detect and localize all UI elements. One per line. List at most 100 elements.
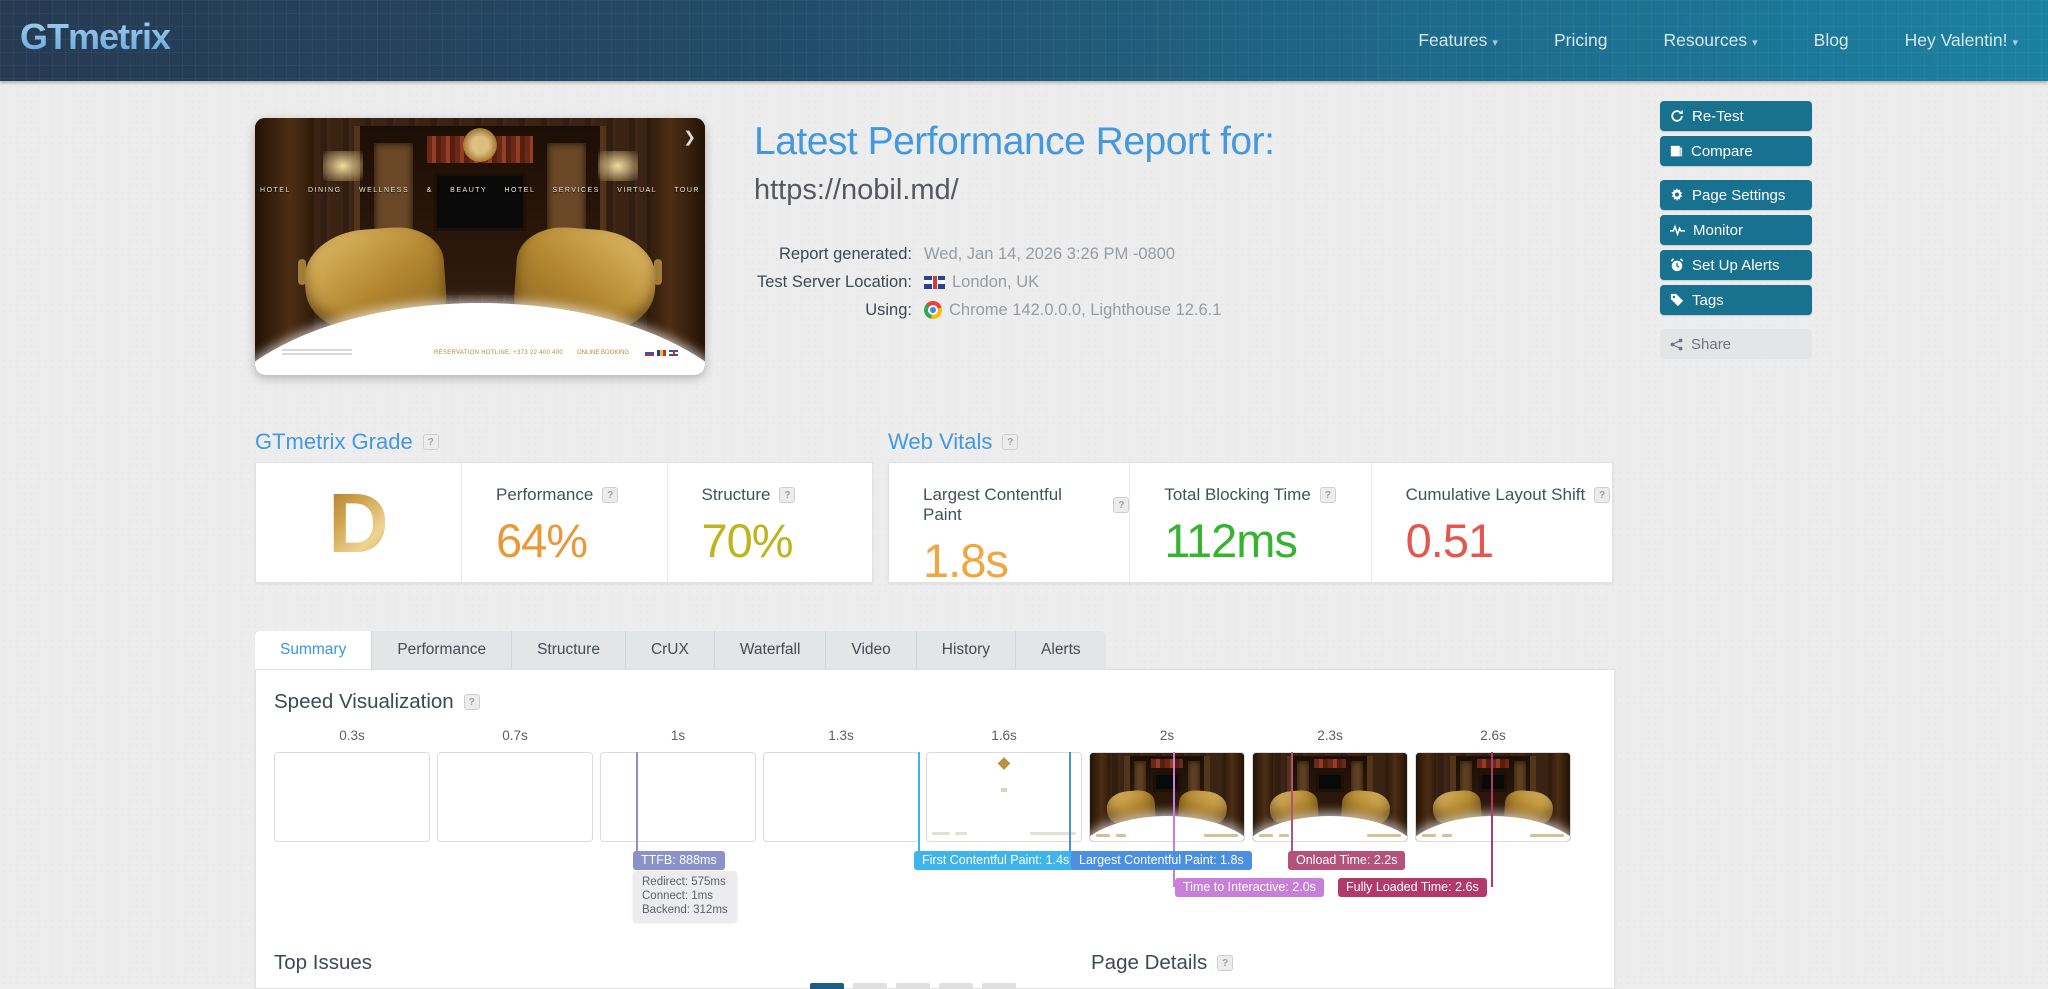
tab-summary[interactable]: Summary — [255, 631, 373, 669]
pagination-pill[interactable] — [853, 983, 887, 989]
monitor-button[interactable]: Monitor — [1660, 215, 1812, 245]
pagination-pill[interactable] — [939, 983, 973, 989]
tab-structure[interactable]: Structure — [512, 631, 626, 669]
test-server-row: Test Server Location: London, UK — [757, 272, 1040, 291]
tab-history[interactable]: History — [916, 631, 1017, 669]
timeline-tick: 1.6s — [991, 728, 1017, 743]
tags-button[interactable]: Tags — [1660, 285, 1812, 315]
speed-visualization-heading: Speed Visualization ? — [274, 690, 480, 714]
cls-metric: Cumulative Layout Shift? 0.51 — [1372, 463, 1612, 582]
action-sidebar: Re-Test Compare Page Settings Monitor Se… — [1660, 101, 1812, 364]
tab-alerts[interactable]: Alerts — [1016, 631, 1106, 669]
help-icon[interactable]: ? — [1113, 497, 1130, 513]
chrome-icon — [924, 301, 942, 319]
share-button[interactable]: Share — [1660, 329, 1812, 359]
tab-video[interactable]: Video — [826, 631, 917, 669]
page-details-heading: Page Details ? — [1091, 951, 1234, 975]
retest-button[interactable]: Re-Test — [1660, 101, 1812, 131]
performance-metric: Performance? 64% — [462, 463, 668, 582]
report-tabs: Summary Performance Structure CrUX Water… — [255, 631, 1106, 669]
thumb-language-flags — [645, 350, 678, 357]
timeline-tick: 2.3s — [1317, 728, 1343, 743]
filmstrip-frame[interactable] — [926, 752, 1082, 842]
tti-badge[interactable]: Time to Interactive: 2.0s — [1175, 878, 1324, 897]
nav-item-features[interactable]: Features ▾ — [1418, 30, 1498, 50]
flt-marker-line — [1491, 752, 1493, 887]
tab-performance[interactable]: Performance — [372, 631, 513, 669]
vitals-section-heading: Web Vitals ? — [888, 429, 1019, 455]
thumb-contact-strip: RESERVATION HOTLINE: +373 22 400 400 ONL… — [282, 349, 678, 358]
fcp-marker-line — [918, 752, 920, 860]
summary-panel: Speed Visualization ? 0.3s 0.7s 1s 1.3s … — [255, 669, 1615, 989]
nav-item-resources[interactable]: Resources ▾ — [1663, 30, 1758, 50]
timeline-tick: 0.7s — [502, 728, 528, 743]
chevron-down-icon: ▾ — [2012, 37, 2018, 49]
filmstrip-frame[interactable] — [600, 752, 756, 842]
filmstrip-frame[interactable] — [437, 752, 593, 842]
nav-item-pricing[interactable]: Pricing — [1553, 30, 1608, 50]
fcp-badge[interactable]: First Contentful Paint: 1.4s — [914, 851, 1078, 870]
compare-icon — [1670, 145, 1683, 156]
filmstrip-frame[interactable] — [1252, 752, 1408, 842]
tbt-metric: Total Blocking Time? 112ms — [1130, 463, 1372, 582]
grade-panel: D Performance? 64% Structure? 70% — [255, 462, 873, 583]
lcp-value: 1.8s — [923, 534, 1009, 587]
help-icon[interactable]: ? — [779, 487, 796, 503]
web-vitals-panel: Largest Contentful Paint? 1.8s Total Blo… — [888, 462, 1613, 587]
refresh-icon — [1671, 110, 1683, 122]
flt-badge[interactable]: Fully Loaded Time: 2.6s — [1338, 878, 1487, 897]
top-issues-heading: Top Issues — [274, 951, 372, 974]
pagination-pill[interactable] — [982, 983, 1016, 989]
help-icon[interactable]: ? — [1594, 487, 1611, 503]
lcp-badge[interactable]: Largest Contentful Paint: 1.8s — [1071, 851, 1252, 870]
issues-pagination — [810, 983, 1016, 989]
filmstrip-frame[interactable] — [1089, 752, 1245, 842]
thumb-site-nav: HOTEL DINING WELLNESS & BEAUTY HOTEL SER… — [260, 187, 700, 195]
help-icon[interactable]: ? — [1217, 955, 1234, 971]
tag-icon — [1670, 293, 1684, 307]
cls-value: 0.51 — [1405, 514, 1494, 567]
gear-icon — [1671, 188, 1683, 202]
page-title: Latest Performance Report for: — [754, 120, 1275, 163]
onload-marker-line — [1291, 752, 1293, 860]
ttfb-badge[interactable]: TTFB: 888ms — [633, 851, 725, 870]
filmstrip-frame[interactable] — [1415, 752, 1571, 842]
chevron-down-icon: ▾ — [1752, 37, 1758, 49]
lcp-metric: Largest Contentful Paint? 1.8s — [889, 463, 1131, 587]
tab-waterfall[interactable]: Waterfall — [714, 631, 827, 669]
help-icon[interactable]: ? — [1319, 487, 1336, 503]
filmstrip-frame[interactable] — [274, 752, 430, 842]
ttfb-detail-box: Redirect: 575ms Connect: 1ms Backend: 31… — [633, 871, 737, 922]
using-row: Using: Chrome 142.0.0.0, Lighthouse 12.6… — [865, 300, 1222, 319]
timeline-tick: 2s — [1159, 728, 1175, 743]
help-icon[interactable]: ? — [602, 487, 619, 503]
onload-badge[interactable]: Onload Time: 2.2s — [1288, 851, 1406, 870]
share-icon — [1670, 338, 1683, 350]
grade-letter-cell: D — [256, 463, 462, 582]
pagination-pill[interactable] — [896, 983, 930, 989]
help-icon[interactable]: ? — [463, 694, 480, 710]
user-menu[interactable]: Hey Valentin! ▾ — [1904, 30, 2018, 50]
pagination-pill[interactable] — [810, 983, 844, 989]
site-screenshot-thumbnail[interactable]: HOTEL DINING WELLNESS & BEAUTY HOTEL SER… — [255, 118, 705, 375]
tbt-value: 112ms — [1164, 514, 1298, 567]
grade-letter: D — [328, 475, 389, 570]
performance-value: 64% — [496, 514, 588, 567]
set-up-alerts-button[interactable]: Set Up Alerts — [1660, 250, 1812, 280]
tab-crux[interactable]: CrUX — [625, 631, 715, 669]
help-icon[interactable]: ? — [422, 434, 439, 450]
tv-shape — [434, 173, 526, 231]
report-url: https://nobil.md/ — [754, 174, 959, 206]
gtmetrix-logo[interactable]: GTmetrix — [20, 16, 171, 57]
help-icon[interactable]: ? — [1002, 434, 1019, 450]
page-settings-button[interactable]: Page Settings — [1660, 180, 1812, 210]
lcp-marker-line — [1069, 752, 1071, 860]
nav-item-blog[interactable]: Blog — [1813, 30, 1849, 50]
timeline-tick: 1.3s — [828, 728, 854, 743]
timeline-tick: 2.6s — [1480, 728, 1506, 743]
filmstrip-frame[interactable] — [763, 752, 919, 842]
compare-button[interactable]: Compare — [1660, 136, 1812, 166]
hotel-crest-shape — [463, 128, 497, 163]
chevron-down-icon: ▾ — [1492, 37, 1498, 49]
ttfb-marker-line — [636, 752, 638, 860]
